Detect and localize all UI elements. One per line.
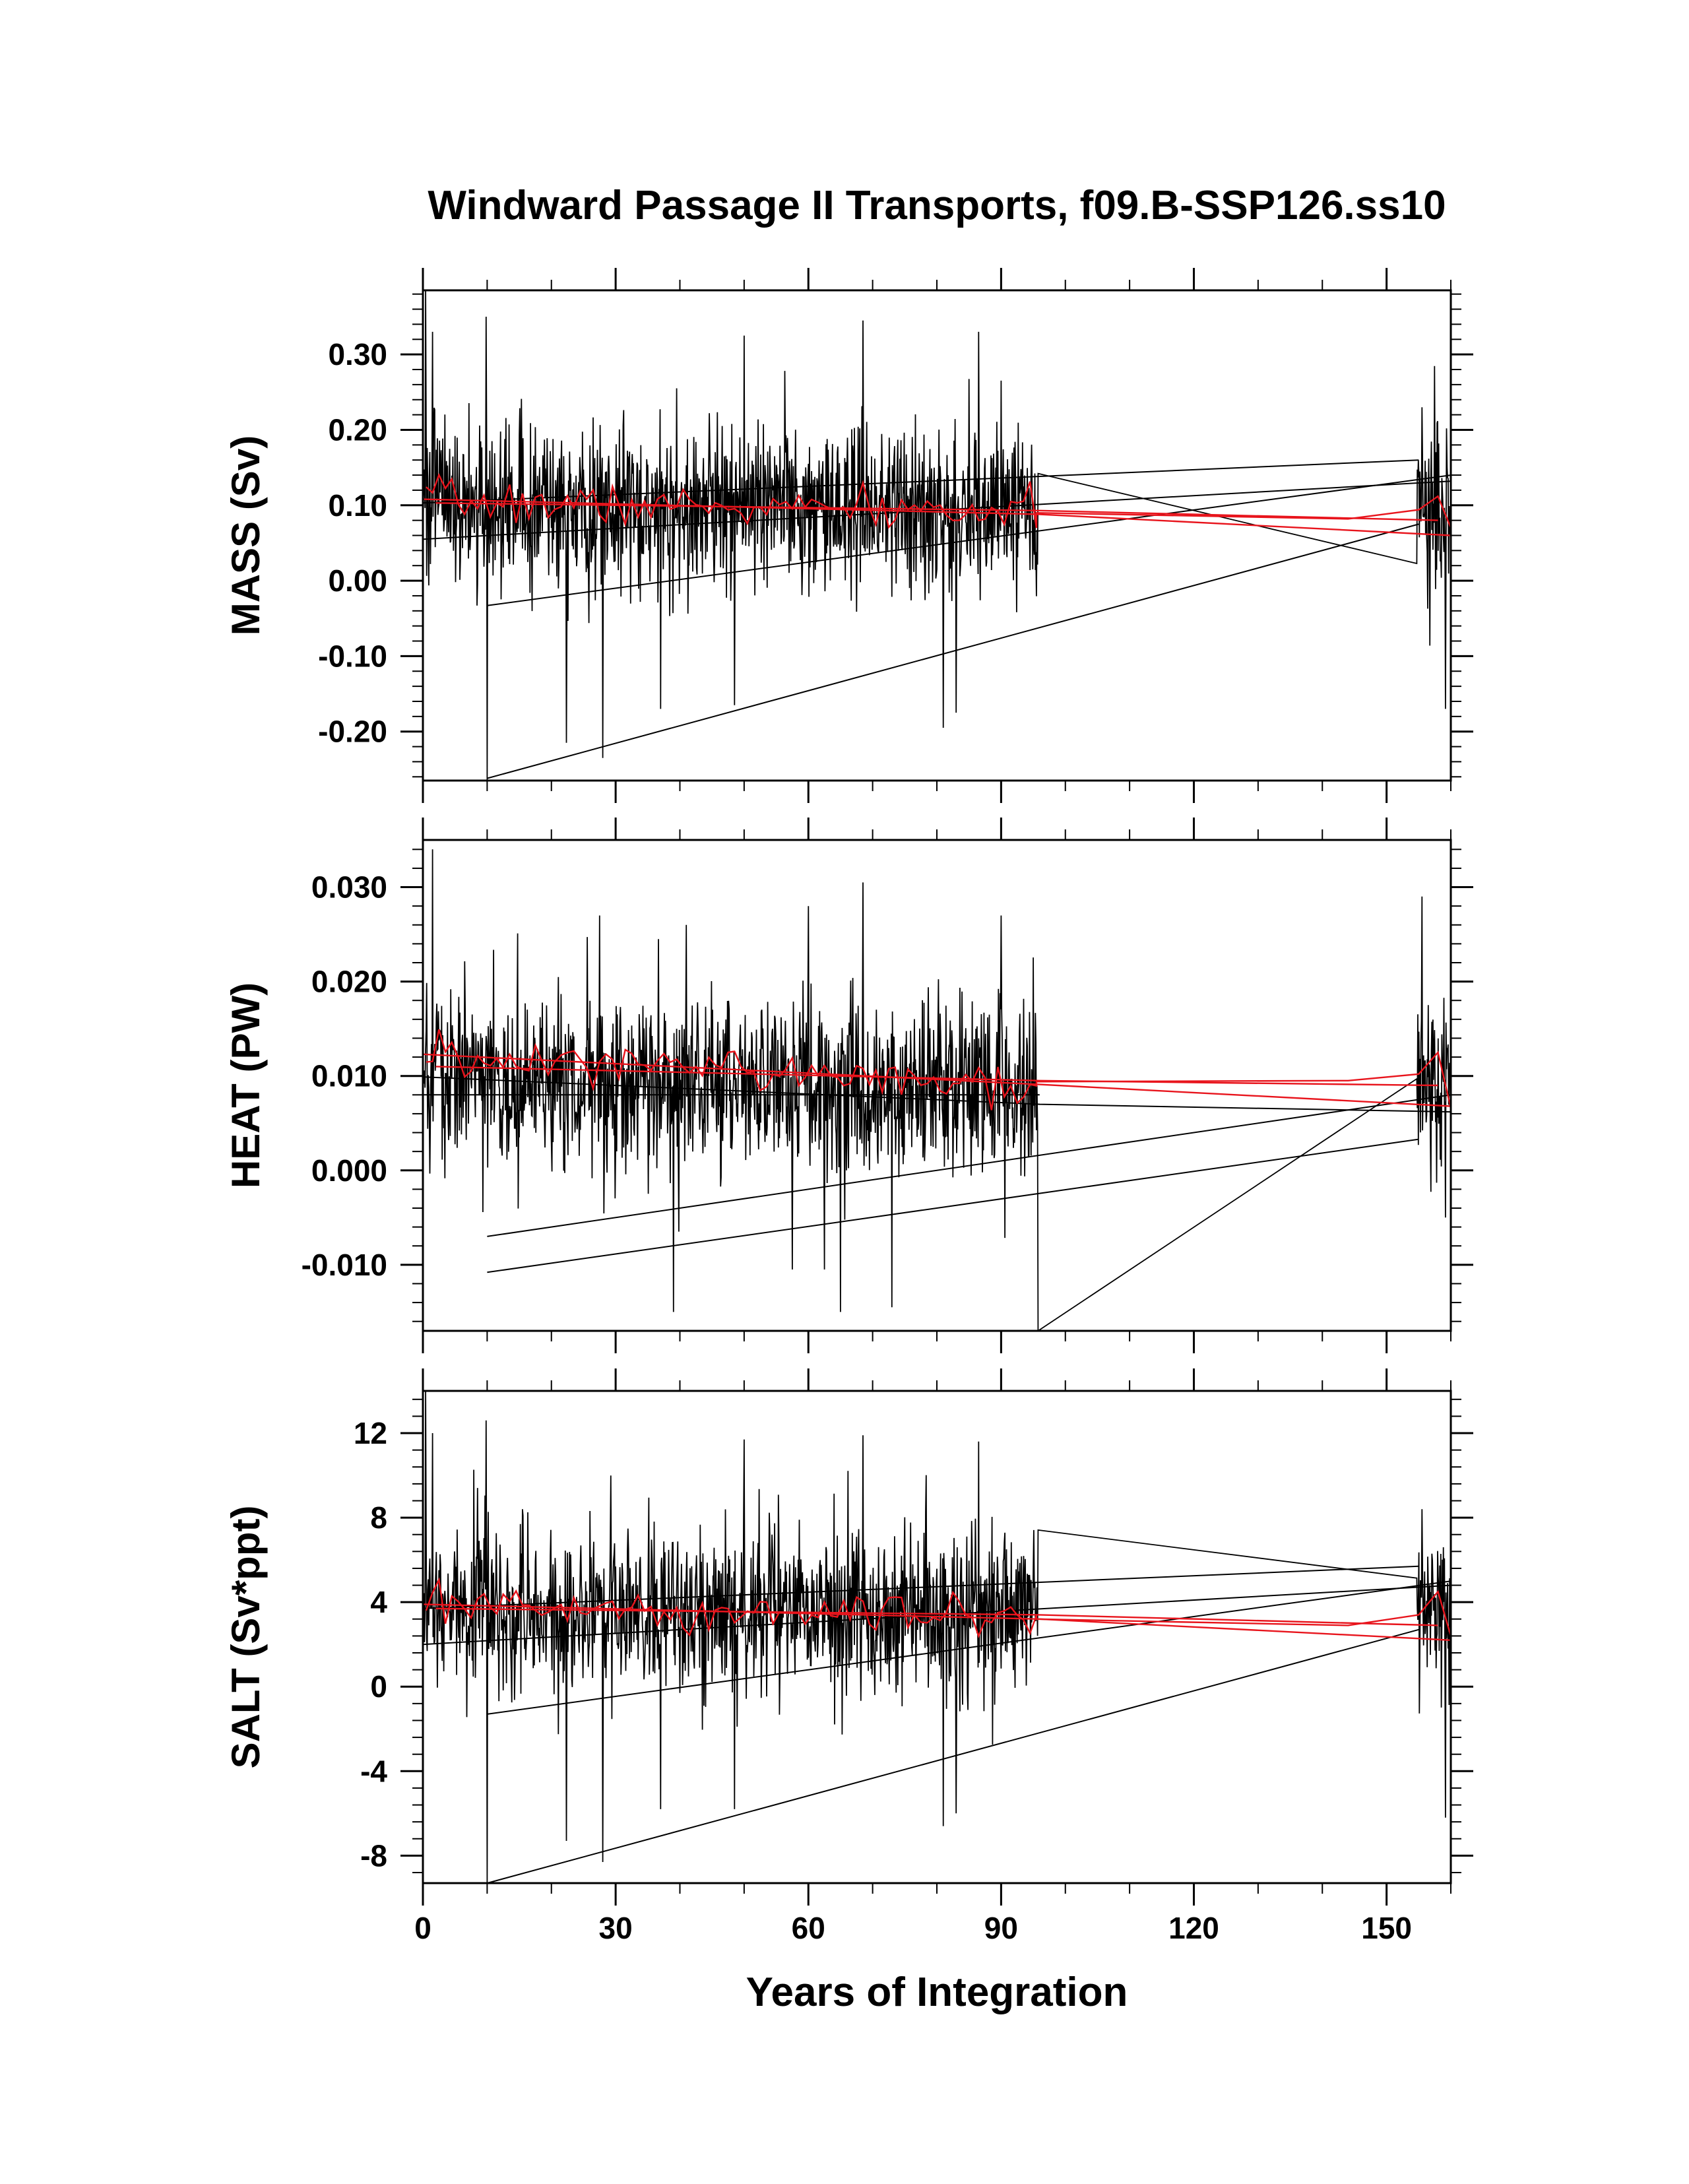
mass-trend-line-2	[487, 523, 1419, 779]
salt-y-tick-label: 4	[370, 1585, 387, 1619]
chart-panels: -0.20 -0.10 0.00 0.10 0.20 0.30 MASS (Sv) -0.01…	[224, 268, 1473, 1945]
mass-y-tick-label: 0.30	[328, 337, 387, 371]
salt-y-tick-label: -8	[360, 1838, 387, 1873]
heat-plot-area	[423, 849, 1451, 1331]
x-tick-label: 150	[1361, 1911, 1412, 1945]
heat-smoothed-line-0	[423, 1053, 1451, 1107]
heat-trend-line-2	[423, 1076, 1451, 1113]
mass-trend-line-3	[423, 480, 1451, 540]
mass-smoothed-line-0	[423, 498, 1451, 536]
mass-y-tick-label: -0.10	[318, 639, 387, 673]
heat-y-tick-label: 0.000	[311, 1153, 387, 1188]
chart-title: Windward Passage II Transports, f09.B-SS…	[428, 183, 1446, 228]
heat-y-tick-label: 0.010	[311, 1059, 387, 1093]
heat-y-tick-label: 0.030	[311, 870, 387, 905]
mass-monthly-series	[423, 290, 1451, 781]
salt-y-tick-label: -4	[360, 1754, 387, 1788]
salt-trend-line-2	[487, 1628, 1419, 1883]
salt-smoothed-line-1	[435, 1607, 1438, 1626]
heat-trend-line-1	[487, 1138, 1419, 1273]
panel-salt: -8 -4 0 4 8 12 SALT (Sv*ppt)	[224, 1368, 1473, 1906]
heat-monthly-series	[423, 849, 1451, 1331]
x-axis: 0 30 60 90 120 150	[414, 1911, 1412, 1945]
salt-trend-line-0	[423, 1565, 1419, 1609]
heat-y-tick-label: 0.020	[311, 965, 387, 999]
mass-y-tick-label: -0.20	[318, 715, 387, 749]
x-tick-label: 90	[984, 1911, 1018, 1945]
salt-smoothed-line-0	[423, 1603, 1451, 1641]
mass-y-tick-label: 0.00	[328, 563, 387, 598]
mass-trend-line-1	[487, 474, 1451, 606]
salt-monthly-series	[423, 1391, 1451, 1883]
salt-trend-line-1	[487, 1580, 1451, 1715]
mass-plot-area	[423, 290, 1451, 781]
heat-y-tick-label: -0.010	[302, 1248, 387, 1282]
heat-smoothed-line-1	[435, 1066, 1438, 1087]
salt-trend-line-3	[423, 1584, 1451, 1646]
x-tick-label: 60	[792, 1911, 825, 1945]
salt-y-tick-label: 8	[370, 1500, 387, 1535]
mass-y-axis-label: MASS (Sv)	[224, 435, 268, 635]
salt-y-axis-label: SALT (Sv*ppt)	[224, 1506, 268, 1769]
panel-heat: -0.010 0.000 0.010 0.020 0.030 HEAT (PW)	[224, 818, 1473, 1353]
mass-smoothed-line-1	[435, 502, 1438, 521]
mass-y-tick-label: 0.10	[328, 488, 387, 523]
salt-y-tick-label: 12	[354, 1416, 387, 1450]
x-tick-label: 120	[1168, 1911, 1219, 1945]
heat-y-axis-label: HEAT (PW)	[224, 982, 268, 1188]
salt-y-tick-label: 0	[370, 1669, 387, 1704]
x-tick-label: 0	[414, 1911, 431, 1945]
x-axis-label: Years of Integration	[746, 1970, 1128, 2015]
salt-plot-area	[423, 1391, 1451, 1883]
x-tick-label: 30	[599, 1911, 633, 1945]
panel-mass: -0.20 -0.10 0.00 0.10 0.20 0.30 MASS (Sv)	[224, 268, 1473, 803]
heat-trend-line-0	[487, 1094, 1451, 1237]
mass-y-tick-label: 0.20	[328, 412, 387, 447]
